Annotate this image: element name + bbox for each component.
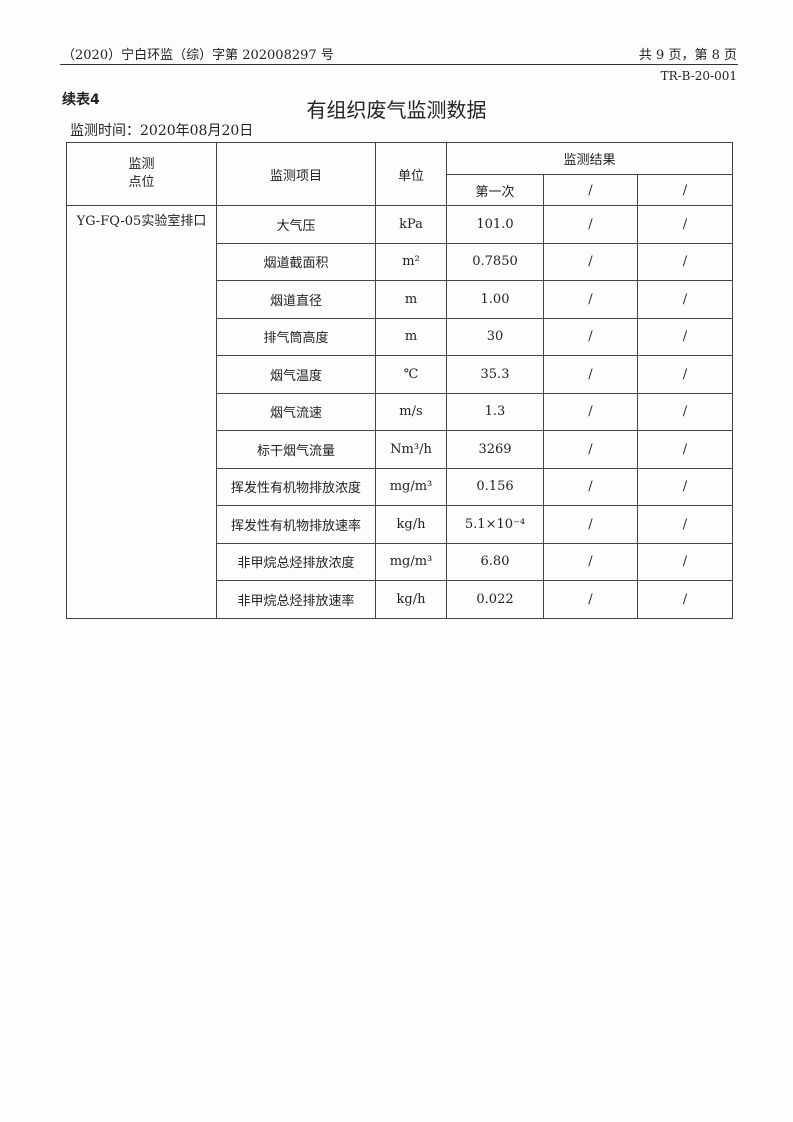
cell-v2: / (543, 430, 638, 469)
header-divider (60, 64, 738, 65)
cell-unit: kPa (375, 205, 447, 244)
cell-unit: m (375, 317, 447, 356)
cell-v1: 101.0 (446, 205, 544, 244)
cell-item: 烟气流速 (216, 392, 376, 431)
header-results: 监测结果 (446, 142, 733, 175)
cell-unit: Nm³/h (375, 430, 447, 469)
cell-v2: / (543, 280, 638, 319)
header-site: 监测 点位 (66, 142, 217, 206)
cell-item: 挥发性有机物排放浓度 (216, 467, 376, 506)
cell-v1: 0.022 (446, 580, 544, 619)
cell-unit: mg/m³ (375, 467, 447, 506)
table-row: 烟气温度 ℃ 35.3// (67, 355, 733, 394)
cell-v2: / (543, 580, 638, 619)
cell-unit: m/s (375, 392, 447, 431)
cell-unit: ℃ (375, 355, 447, 394)
cell-unit: m (375, 280, 447, 319)
cell-v1: 30 (446, 317, 544, 356)
cell-v1: 3269 (446, 430, 544, 469)
form-code: TR-B-20-001 (660, 69, 737, 83)
cell-item: 烟道直径 (216, 280, 376, 319)
table-row: 烟道直径 m 1.00// (67, 280, 733, 319)
cell-item: 挥发性有机物排放速率 (216, 505, 376, 544)
cell-unit: mg/m³ (375, 542, 447, 581)
table-row: 标干烟气流量 Nm³/h 3269// (67, 430, 733, 469)
cell-item: 大气压 (216, 205, 376, 244)
table-label: 续表4 (62, 92, 100, 108)
table-row: 挥发性有机物排放浓度 mg/m³ 0.156// (67, 467, 733, 506)
cell-v2: / (543, 317, 638, 356)
table-row: 非甲烷总烃排放浓度 mg/m³ 6.80// (67, 542, 733, 581)
cell-v2: / (543, 505, 638, 544)
cell-unit: kg/h (375, 505, 447, 544)
site-cell: YG-FQ-05实验室排口 (66, 205, 217, 619)
page-title: 有组织废气监测数据 (306, 98, 487, 122)
header-item: 监测项目 (216, 142, 376, 206)
cell-item: 排气筒高度 (216, 317, 376, 356)
cell-v3: / (637, 205, 733, 244)
cell-v3: / (637, 280, 733, 319)
cell-v3: / (637, 242, 733, 281)
table-row: 挥发性有机物排放速率 kg/h 5.1×10⁻⁴ / / (67, 505, 733, 544)
cell-unit: kg/h (375, 580, 447, 619)
table-row: 排气筒高度 m 30// (67, 317, 733, 356)
cell-unit: m² (375, 242, 447, 281)
cell-v3: / (637, 542, 733, 581)
cell-v3: / (637, 392, 733, 431)
header-r3: / (637, 174, 733, 206)
monitoring-date: 监测时间：2020年08月20日 (70, 123, 254, 139)
page-number: 共 9 页，第 8 页 (638, 48, 737, 63)
cell-v2: / (543, 467, 638, 506)
cell-v2: / (543, 242, 638, 281)
cell-v3: / (637, 467, 733, 506)
cell-v1: 6.80 (446, 542, 544, 581)
cell-item: 标干烟气流量 (216, 430, 376, 469)
cell-v2: / (543, 355, 638, 394)
cell-v2: / (543, 392, 638, 431)
cell-v3: / (637, 355, 733, 394)
cell-v2: / (543, 542, 638, 581)
cell-item: 非甲烷总烃排放速率 (216, 580, 376, 619)
cell-v1: 0.156 (446, 467, 544, 506)
cell-v3: / (637, 430, 733, 469)
cell-item: 烟道截面积 (216, 242, 376, 281)
table-row: 非甲烷总烃排放速率 kg/h 0.022// (67, 580, 733, 619)
cell-v3: / (637, 317, 733, 356)
cell-v1: 35.3 (446, 355, 544, 394)
header-r1: 第一次 (446, 174, 544, 206)
header-r2: / (543, 174, 638, 206)
cell-item: 非甲烷总烃排放浓度 (216, 542, 376, 581)
table-row: 烟道截面积 m² 0.7850// (67, 242, 733, 281)
cell-v3: / (637, 580, 733, 619)
cell-v1: 1.00 (446, 280, 544, 319)
table-row: 烟气流速 m/s 1.3// (67, 392, 733, 431)
cell-v1: 0.7850 (446, 242, 544, 281)
table-row: YG-FQ-05实验室排口 大气压 kPa 101.0// (66, 205, 733, 619)
cell-v1: 1.3 (446, 392, 544, 431)
cell-v1: 5.1×10⁻⁴ (446, 505, 544, 544)
header-unit: 单位 (375, 142, 447, 206)
cell-v2: / (543, 205, 638, 244)
cell-item: 烟气温度 (216, 355, 376, 394)
data-table: 监测 点位 监测项目 单位 监测结果 第一次 / / YG-FQ-05实验室排口… (66, 142, 733, 619)
document-number: （2020）宁白环监（综）字第 202008297 号 (62, 48, 334, 63)
cell-v3: / (637, 505, 733, 544)
